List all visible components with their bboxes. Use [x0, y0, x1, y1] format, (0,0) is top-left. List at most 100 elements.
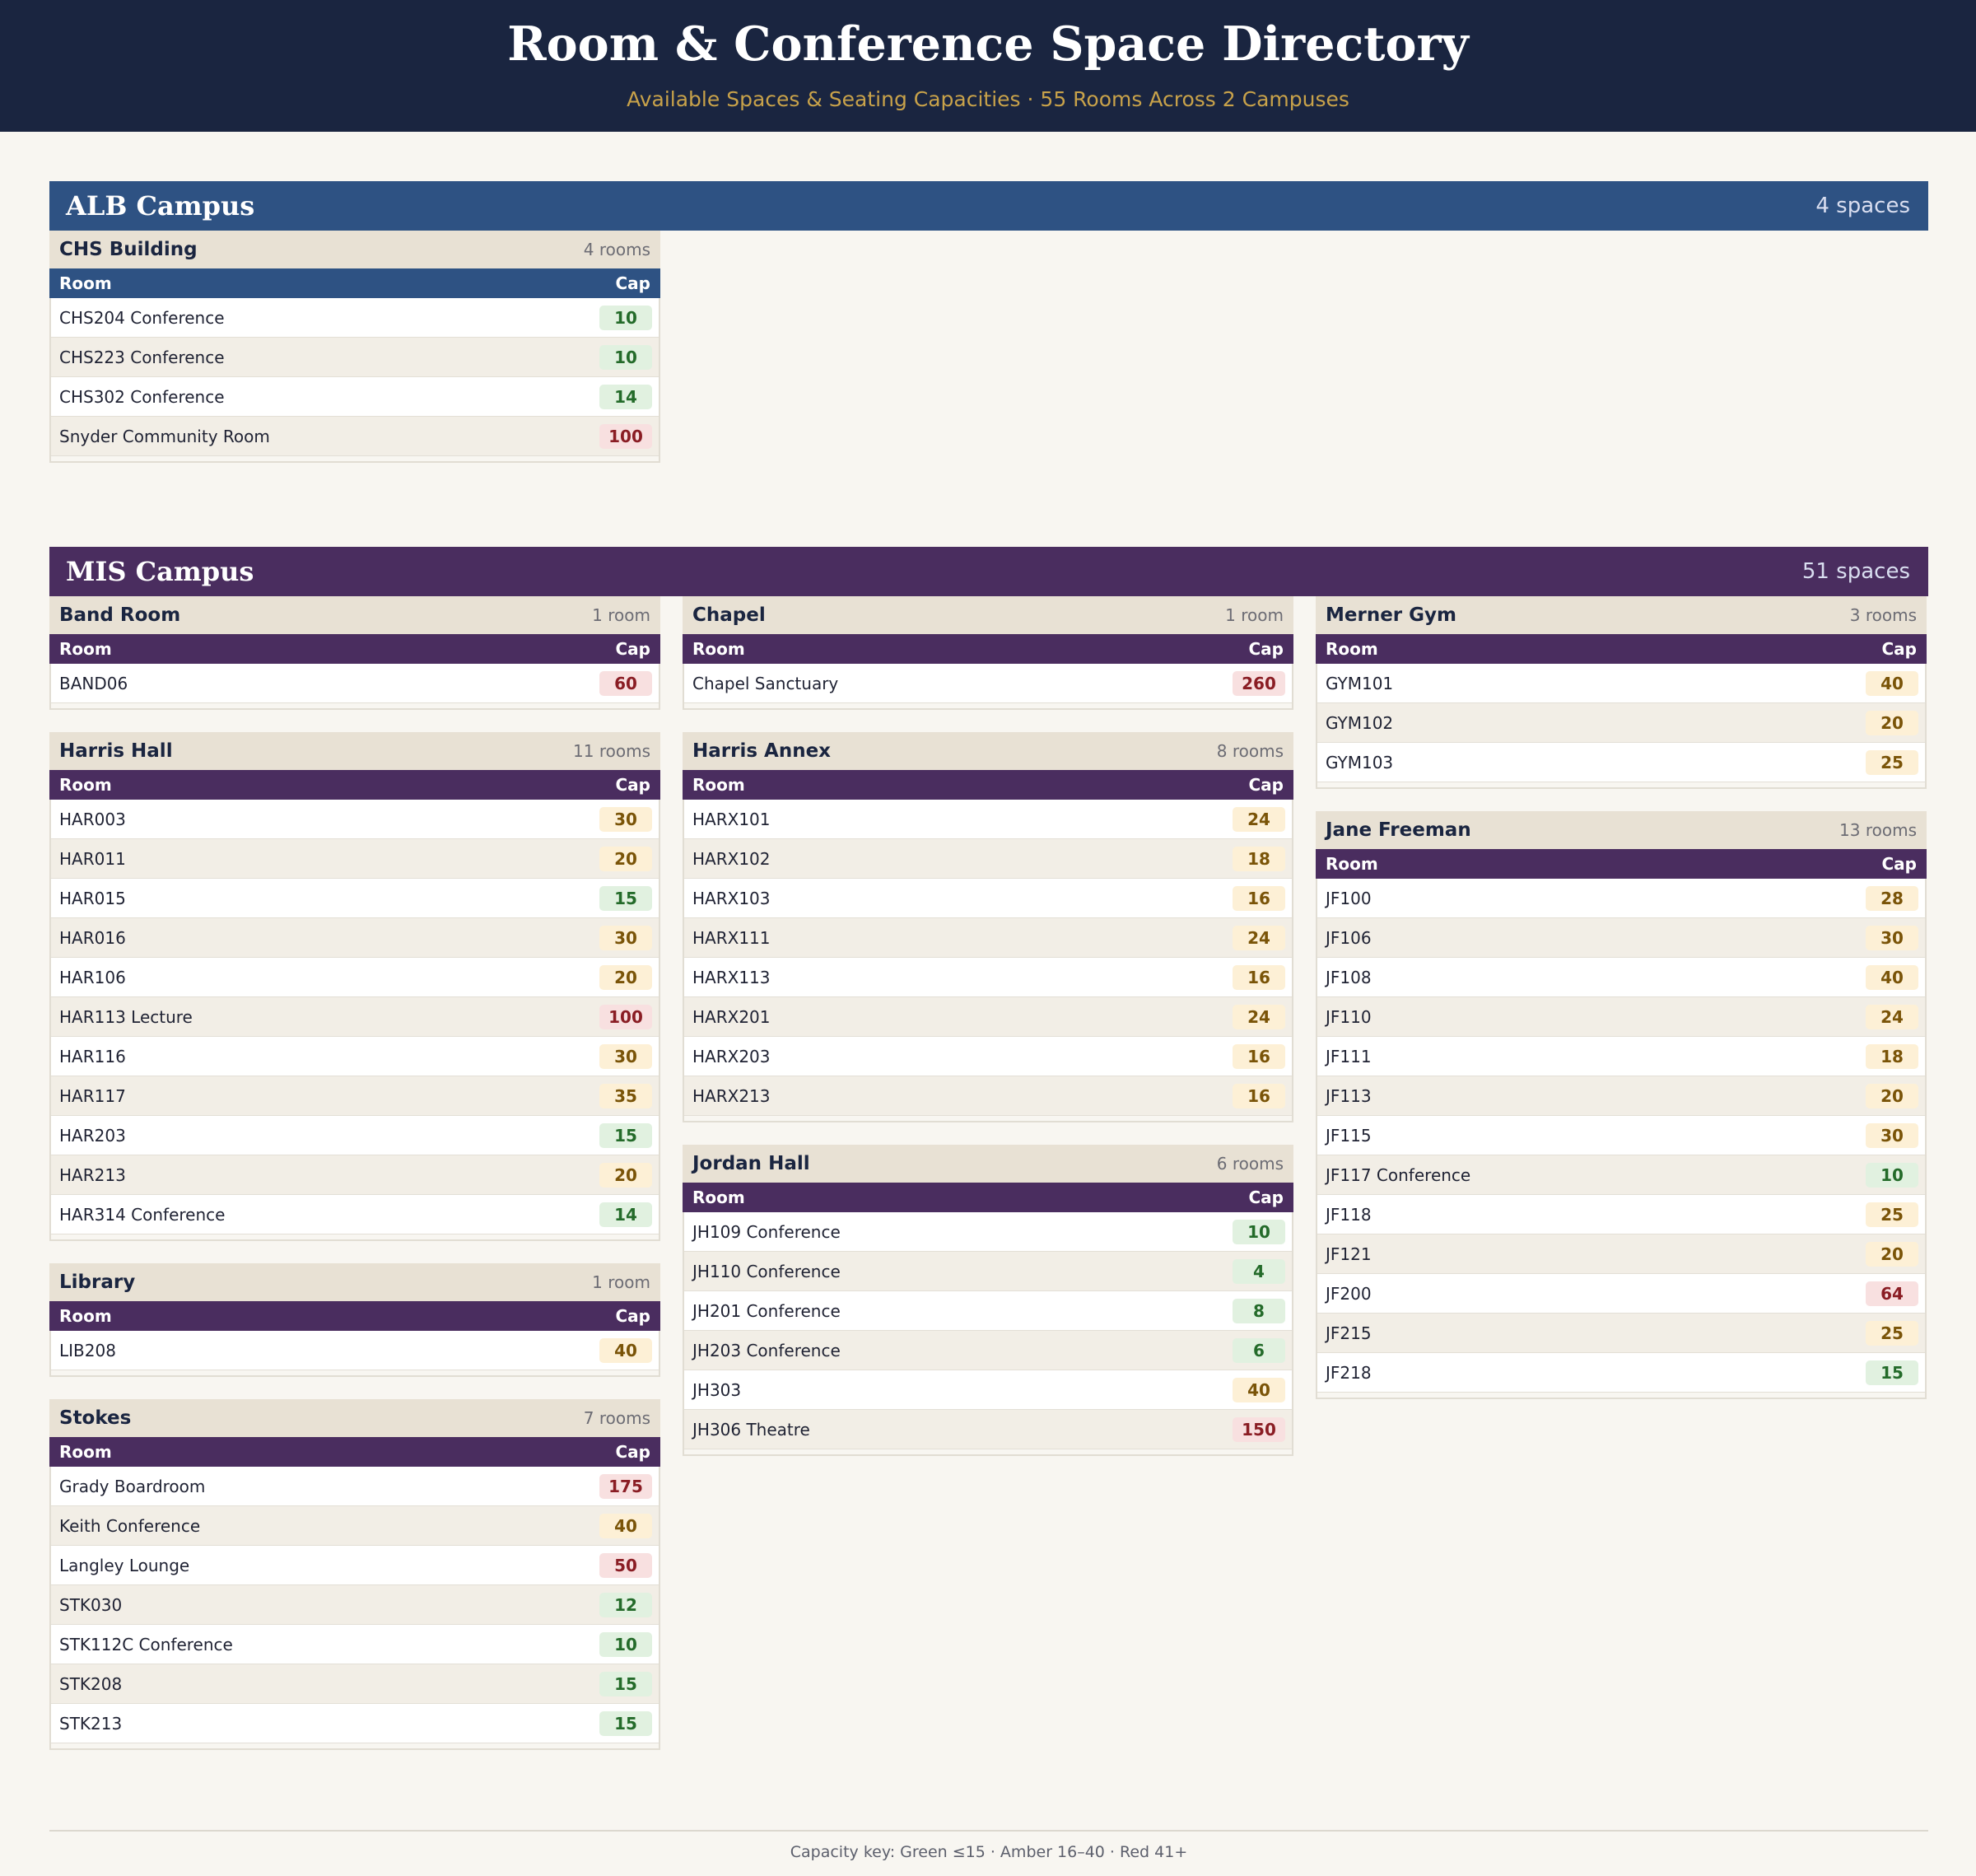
- building-card-merner-gym: Merner Gym 3 rooms Room Cap GYM101 40 GYM102 20…: [1316, 596, 1927, 789]
- column-header-cap: Cap: [615, 1306, 651, 1326]
- table-row: JF215 25: [1317, 1314, 1925, 1353]
- room-list: JF100 28 JF106 30 JF108 40 JF110 24 JF111 18 JF113…: [1317, 879, 1925, 1398]
- capacity-badge: 30: [1866, 1122, 1918, 1148]
- building-card-library: Library 1 room Room Cap LIB208 40: [49, 1263, 660, 1377]
- column-header-cap: Cap: [615, 1442, 651, 1462]
- column-header-cap: Cap: [1881, 639, 1918, 659]
- room-name: JH110 Conference: [692, 1261, 841, 1281]
- capacity-badge: 40: [599, 1337, 652, 1363]
- table-row: JH109 Conference 10: [684, 1212, 1292, 1252]
- table-row: HARX213 16: [684, 1076, 1292, 1116]
- column-header-room: Room: [692, 1188, 745, 1207]
- campus-space-count: 4 spaces: [1815, 194, 1910, 218]
- table-row: JF106 30: [1317, 918, 1925, 958]
- room-name: JH109 Conference: [692, 1221, 841, 1242]
- capacity-badge: 150: [1233, 1416, 1285, 1442]
- capacity-badge: 16: [1233, 964, 1285, 990]
- room-name: STK213: [59, 1713, 123, 1734]
- table-row: HAR011 20: [51, 839, 659, 879]
- table-row: STK112C Conference 10: [51, 1625, 659, 1664]
- table-row: JF218 15: [1317, 1353, 1925, 1393]
- building-card-jane-freeman: Jane Freeman 13 rooms Room Cap JF100 28 JF106 3…: [1316, 811, 1927, 1399]
- table-header: Room Cap: [49, 1437, 660, 1467]
- room-name: CHS302 Conference: [59, 386, 225, 407]
- capacity-badge: 14: [599, 1202, 652, 1227]
- capacity-badge: 40: [599, 1513, 652, 1538]
- column-header-cap: Cap: [1248, 775, 1284, 795]
- room-name: Chapel Sanctuary: [692, 673, 839, 693]
- room-name: JH303: [692, 1379, 742, 1400]
- building-room-count: 4 rooms: [583, 240, 650, 259]
- capacity-badge: 12: [599, 1592, 652, 1617]
- building-card-jordan-hall: Jordan Hall 6 rooms Room Cap JH109 Conferenc…: [683, 1145, 1293, 1456]
- room-list: Chapel Sanctuary 260: [684, 664, 1292, 708]
- room-list: CHS204 Conference 10 CHS223 Conference 10 CH…: [51, 298, 659, 461]
- building-room-count: 6 rooms: [1216, 1154, 1284, 1174]
- column-header-room: Room: [692, 639, 745, 659]
- capacity-badge: 10: [599, 1631, 652, 1657]
- table-row: HAR213 20: [51, 1155, 659, 1195]
- capacity-badge: 20: [1866, 710, 1918, 735]
- table-header: Room Cap: [49, 1301, 660, 1331]
- building-header: Stokes 7 rooms: [49, 1399, 660, 1437]
- column-header-room: Room: [59, 273, 112, 293]
- capacity-badge: 16: [1233, 1083, 1285, 1108]
- building-room-count: 1 room: [592, 605, 650, 625]
- room-name: JF106: [1326, 927, 1372, 948]
- room-name: Langley Lounge: [59, 1555, 190, 1575]
- building-room-count: 1 room: [1225, 605, 1284, 625]
- building-room-count: 1 room: [592, 1272, 650, 1292]
- column-header-cap: Cap: [1881, 854, 1918, 874]
- table-row: JF113 20: [1317, 1076, 1925, 1116]
- page-header: Room & Conference Space Directory Availa…: [0, 0, 1976, 132]
- room-list: GYM101 40 GYM102 20 GYM103 25: [1317, 664, 1925, 787]
- table-header: Room Cap: [1316, 849, 1927, 879]
- building-header: Band Room 1 room: [49, 596, 660, 634]
- table-row: Grady Boardroom 175: [51, 1467, 659, 1506]
- building-header: Merner Gym 3 rooms: [1316, 596, 1927, 634]
- table-row: HAR203 15: [51, 1116, 659, 1155]
- room-name: HARX213: [692, 1085, 771, 1106]
- building-card-harris-hall: Harris Hall 11 rooms Room Cap HAR003 30 HAR011…: [49, 732, 660, 1241]
- table-row: JH203 Conference 6: [684, 1331, 1292, 1370]
- table-row: Keith Conference 40: [51, 1506, 659, 1546]
- table-row: GYM102 20: [1317, 703, 1925, 743]
- capacity-badge: 100: [599, 423, 652, 449]
- capacity-badge: 8: [1233, 1298, 1285, 1323]
- capacity-badge: 30: [599, 806, 652, 832]
- table-row: JF108 40: [1317, 958, 1925, 997]
- room-list: HAR003 30 HAR011 20 HAR015 15 HAR016 30 HAR106 20…: [51, 800, 659, 1239]
- table-row: HAR113 Lecture 100: [51, 997, 659, 1037]
- room-name: HAR117: [59, 1085, 126, 1106]
- table-row: JF200 64: [1317, 1274, 1925, 1314]
- table-row: Snyder Community Room 100: [51, 417, 659, 456]
- column-header-room: Room: [59, 639, 112, 659]
- building-header: Chapel 1 room: [683, 596, 1293, 634]
- table-row: CHS204 Conference 10: [51, 298, 659, 338]
- building-name: Band Room: [59, 604, 181, 626]
- room-name: JF218: [1326, 1362, 1372, 1383]
- room-name: HARX201: [692, 1006, 771, 1027]
- capacity-badge: 40: [1866, 964, 1918, 990]
- table-row: JH201 Conference 8: [684, 1291, 1292, 1331]
- table-row: HARX101 24: [684, 800, 1292, 839]
- capacity-badge: 10: [1233, 1219, 1285, 1244]
- table-row: Chapel Sanctuary 260: [684, 664, 1292, 703]
- capacity-badge: 64: [1866, 1281, 1918, 1306]
- capacity-badge: 10: [1866, 1162, 1918, 1188]
- capacity-badge: 15: [599, 1710, 652, 1736]
- room-name: HARX113: [692, 967, 771, 987]
- capacity-badge: 16: [1233, 1043, 1285, 1069]
- capacity-badge: 30: [599, 1043, 652, 1069]
- room-name: HAR003: [59, 809, 126, 829]
- room-name: HAR213: [59, 1164, 126, 1185]
- table-row: JH303 40: [684, 1370, 1292, 1410]
- table-header: Room Cap: [683, 1183, 1293, 1212]
- capacity-badge: 10: [599, 344, 652, 370]
- building-card-chapel: Chapel 1 room Room Cap Chapel Sanctuary 260: [683, 596, 1293, 710]
- room-name: STK208: [59, 1673, 123, 1694]
- room-name: HARX111: [692, 927, 771, 948]
- room-name: GYM101: [1326, 673, 1394, 693]
- room-name: JF111: [1326, 1046, 1372, 1066]
- column-header-cap: Cap: [615, 639, 651, 659]
